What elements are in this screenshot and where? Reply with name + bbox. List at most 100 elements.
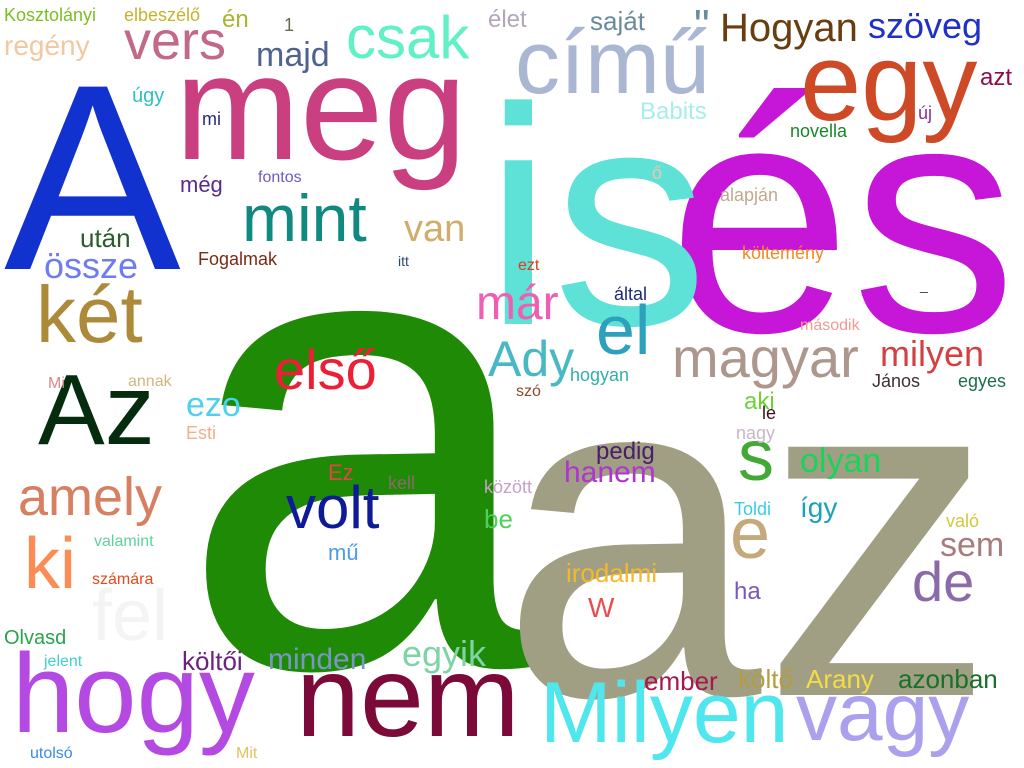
word: én xyxy=(222,6,249,33)
word: ki xyxy=(24,524,76,604)
word: le xyxy=(762,403,777,423)
word: el xyxy=(596,291,651,369)
word: be xyxy=(484,504,513,534)
word: második xyxy=(800,317,860,334)
word: Arany xyxy=(806,664,874,694)
word: Esti xyxy=(186,423,217,443)
word: ezo xyxy=(186,386,241,424)
word: irodalmi xyxy=(566,558,658,588)
word: olyan xyxy=(800,442,882,480)
word: A xyxy=(4,30,181,326)
word: számára xyxy=(92,571,154,588)
word: _ xyxy=(920,277,928,293)
word: így xyxy=(800,492,838,523)
word: vers xyxy=(124,11,227,71)
word: fel xyxy=(92,576,169,656)
word: az xyxy=(500,270,997,768)
word: által xyxy=(614,284,648,304)
word: költői xyxy=(182,646,243,676)
word: Olvasd xyxy=(4,627,67,649)
word: s xyxy=(738,416,774,496)
word: Mit xyxy=(236,745,258,762)
word: regény xyxy=(4,30,90,61)
word: után xyxy=(80,223,131,253)
word: Hogyan xyxy=(720,6,858,50)
word: ha xyxy=(734,578,761,605)
word: hogyan xyxy=(570,365,630,385)
word: amely xyxy=(18,467,163,527)
word: jelent xyxy=(44,653,83,670)
word: első xyxy=(274,338,377,401)
word: Mi xyxy=(48,375,65,392)
word: csak xyxy=(346,4,470,71)
word: pedig xyxy=(596,438,655,465)
word: mint xyxy=(242,181,367,255)
word: Toldi xyxy=(734,499,772,519)
word: annak xyxy=(128,373,172,390)
word: ember xyxy=(644,666,718,696)
word: alapján xyxy=(720,185,779,205)
word: milyen xyxy=(880,333,985,374)
word: azt xyxy=(980,64,1013,91)
word: még xyxy=(180,172,223,197)
word: majd xyxy=(256,36,330,74)
word: novella xyxy=(790,121,848,141)
word: saját xyxy=(590,6,645,36)
word: 1 xyxy=(284,15,295,35)
word: azonban xyxy=(898,664,998,694)
word: két xyxy=(36,270,143,359)
word: Az xyxy=(38,354,155,466)
word: aki xyxy=(744,388,775,415)
word: vagy xyxy=(796,667,970,758)
word: élet xyxy=(488,6,527,33)
word: W xyxy=(588,592,615,623)
word: költő xyxy=(738,664,793,694)
word: új xyxy=(918,103,933,123)
word: ő xyxy=(652,163,663,183)
word: már xyxy=(476,277,559,330)
word: között xyxy=(484,477,533,497)
word: való xyxy=(946,511,980,531)
word: volt xyxy=(286,474,380,541)
word: Fogalmak xyxy=(198,249,278,269)
word: " xyxy=(694,1,710,50)
word: elbeszélő xyxy=(124,5,201,25)
word: fontos xyxy=(258,169,302,186)
word: sem xyxy=(940,526,1005,564)
word: van xyxy=(404,208,466,250)
word: de xyxy=(912,550,975,613)
word: itt xyxy=(398,253,409,269)
word: Kosztolányi xyxy=(4,5,97,25)
word: egyes xyxy=(958,371,1007,391)
word: szó xyxy=(516,383,541,400)
word: magyar xyxy=(672,326,859,389)
word: szöveg xyxy=(868,5,983,46)
word: költemény xyxy=(742,243,825,263)
word: mi xyxy=(202,109,221,129)
word: utolsó xyxy=(30,745,73,762)
word: és xyxy=(668,32,1017,401)
word: ezt xyxy=(518,257,540,274)
word: meg xyxy=(175,23,467,191)
word: Ez xyxy=(328,460,354,485)
word: minden xyxy=(268,643,367,676)
word: című xyxy=(515,13,711,113)
word: mű xyxy=(328,540,359,565)
word: hanem xyxy=(564,456,656,489)
word: nem xyxy=(296,633,520,761)
word: a xyxy=(178,69,546,768)
word: Milyen xyxy=(540,665,789,761)
word: összе xyxy=(44,245,139,286)
word: egyik xyxy=(402,633,487,674)
word: is xyxy=(484,43,708,390)
word: e xyxy=(730,494,771,574)
word: Ady xyxy=(488,331,575,387)
word: úgy xyxy=(132,85,165,107)
word: hogy xyxy=(12,631,255,756)
word: valamint xyxy=(94,533,154,550)
word: kell xyxy=(388,473,416,493)
word: egy xyxy=(800,21,978,144)
word: nagy xyxy=(736,423,776,443)
word: János xyxy=(872,371,921,391)
